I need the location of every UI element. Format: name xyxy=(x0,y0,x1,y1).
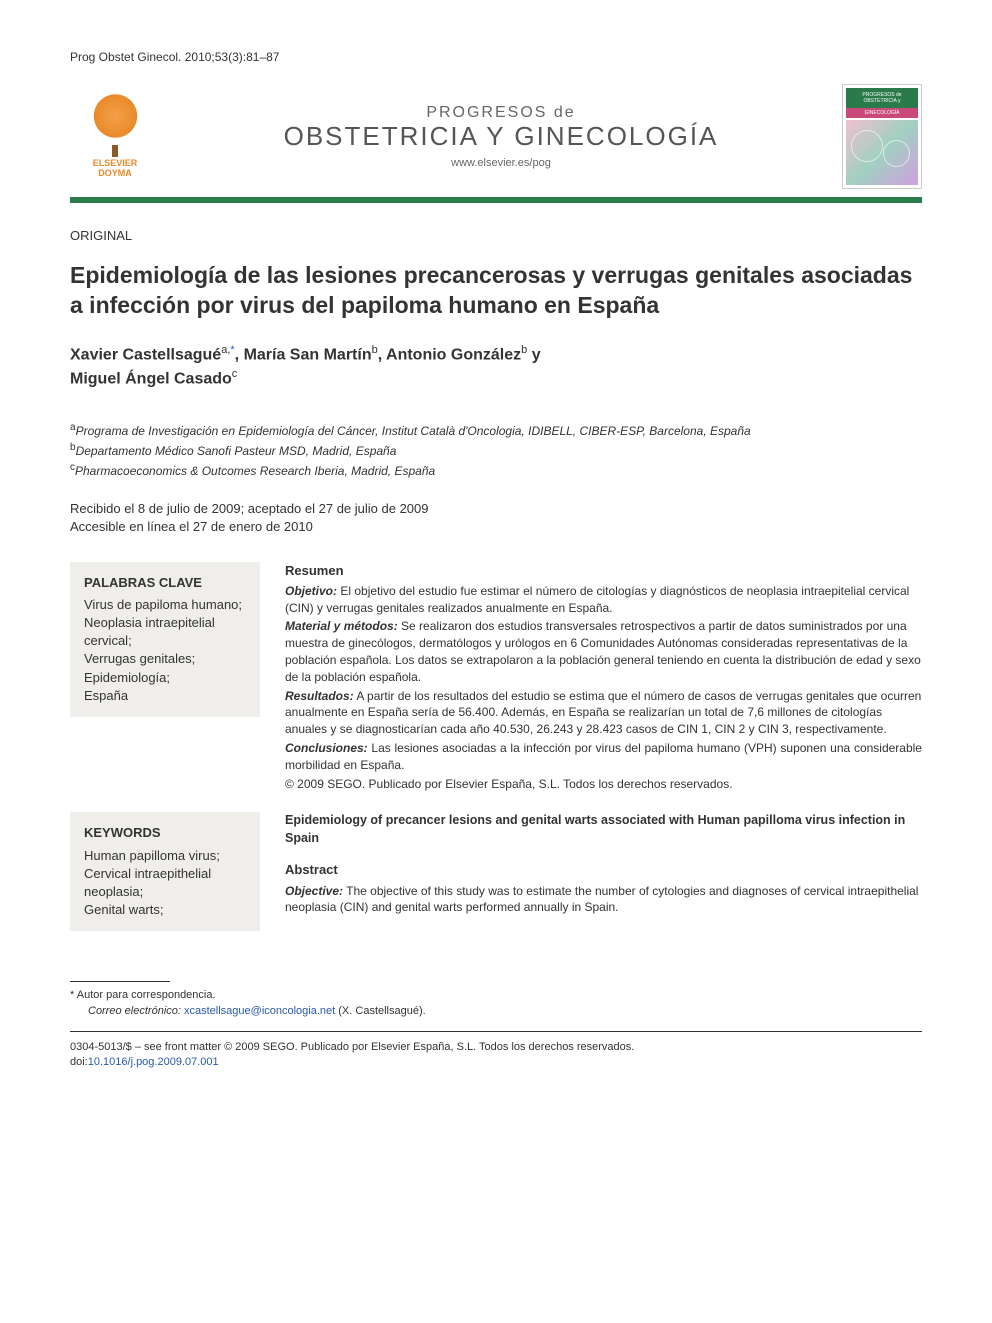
cover-art-icon xyxy=(846,120,918,185)
keywords-items-es: Virus de papiloma humano; Neoplasia intr… xyxy=(84,596,246,705)
footer-meta: 0304-5013/$ – see front matter © 2009 SE… xyxy=(70,1040,922,1071)
author-3: Antonio González xyxy=(386,346,521,363)
affiliation-c: cPharmacoeconomics & Outcomes Research I… xyxy=(70,460,922,480)
journal-title-block: PROGRESOS de OBSTETRICIA Y GINECOLOGÍA w… xyxy=(160,104,842,169)
author-4: Miguel Ángel Casado xyxy=(70,370,232,387)
corresponding-email[interactable]: xcastellsague@iconcologia.net xyxy=(184,1005,335,1017)
abstract-resultados: Resultados: A partir de los resultados d… xyxy=(285,688,922,738)
cover-banner-top: PROGRESOS de OBSTETRICIA y xyxy=(846,88,918,108)
authors-list: Xavier Castellsaguéa,*, María San Martín… xyxy=(70,343,922,390)
abstract-row-es: PALABRAS CLAVE Virus de papiloma humano;… xyxy=(70,562,922,795)
abstract-copyright-es: © 2009 SEGO. Publicado por Elsevier Espa… xyxy=(285,776,922,793)
abstract-conclusiones: Conclusiones: Las lesiones asociadas a l… xyxy=(285,740,922,774)
journal-url: www.elsevier.es/pog xyxy=(160,157,842,169)
abstract-title-en: Epidemiology of precancer lesions and ge… xyxy=(285,812,922,847)
online-date: Accesible en línea el 27 de enero de 201… xyxy=(70,518,922,536)
abstract-heading-en: Abstract xyxy=(285,861,922,879)
footer-full-separator xyxy=(70,1031,922,1032)
abstract-row-en: KEYWORDS Human papilloma virus; Cervical… xyxy=(70,812,922,931)
abstract-objective-en: Objective: The objective of this study w… xyxy=(285,883,922,917)
abstract-content-en: Epidemiology of precancer lesions and ge… xyxy=(285,812,922,931)
abstract-material: Material y métodos: Se realizaron dos es… xyxy=(285,618,922,685)
cover-banner-sub: GINECOLOGÍA xyxy=(846,108,918,118)
article-type: ORIGINAL xyxy=(70,228,922,243)
footnote-separator xyxy=(70,981,170,982)
doi-link[interactable]: 10.1016/j.pog.2009.07.001 xyxy=(88,1056,219,1068)
keywords-box-en: KEYWORDS Human papilloma virus; Cervical… xyxy=(70,812,260,931)
author-1: Xavier Castellsagué xyxy=(70,346,221,363)
affiliation-a: aPrograma de Investigación en Epidemiolo… xyxy=(70,420,922,440)
issn-copyright-line: 0304-5013/$ – see front matter © 2009 SE… xyxy=(70,1040,922,1055)
article-dates: Recibido el 8 de julio de 2009; aceptado… xyxy=(70,500,922,536)
doi-line: doi:10.1016/j.pog.2009.07.001 xyxy=(70,1055,922,1070)
citation-line: Prog Obstet Ginecol. 2010;53(3):81–87 xyxy=(70,50,922,64)
journal-title-prefix: PROGRESOS de xyxy=(160,104,842,122)
journal-title-main: OBSTETRICIA Y GINECOLOGÍA xyxy=(160,122,842,151)
keywords-items-en: Human papilloma virus; Cervical intraepi… xyxy=(84,847,246,920)
abstract-content-es: Resumen Objetivo: El objetivo del estudi… xyxy=(285,562,922,795)
author-2: María San Martín xyxy=(244,346,372,363)
affiliation-b: bDepartamento Médico Sanofi Pasteur MSD,… xyxy=(70,440,922,460)
keywords-box-es: PALABRAS CLAVE Virus de papiloma humano;… xyxy=(70,562,260,717)
affiliations: aPrograma de Investigación en Epidemiolo… xyxy=(70,420,922,480)
elsevier-text: ELSEVIERDOYMA xyxy=(93,159,138,179)
received-accepted-date: Recibido el 8 de julio de 2009; aceptado… xyxy=(70,500,922,518)
keywords-heading-es: PALABRAS CLAVE xyxy=(84,574,246,592)
header-divider xyxy=(70,197,922,203)
keywords-heading-en: KEYWORDS xyxy=(84,824,246,842)
abstract-objetivo: Objetivo: El objetivo del estudio fue es… xyxy=(285,583,922,617)
article-title: Epidemiología de las lesiones precancero… xyxy=(70,261,922,321)
elsevier-tree-icon xyxy=(88,94,143,149)
journal-header: ELSEVIERDOYMA PROGRESOS de OBSTETRICIA Y… xyxy=(70,84,922,189)
abstract-heading-es: Resumen xyxy=(285,562,922,580)
journal-cover-thumbnail: PROGRESOS de OBSTETRICIA y GINECOLOGÍA xyxy=(842,84,922,189)
corresponding-author-footnote: * Autor para correspondencia. Correo ele… xyxy=(70,988,922,1019)
elsevier-logo: ELSEVIERDOYMA xyxy=(70,92,160,182)
